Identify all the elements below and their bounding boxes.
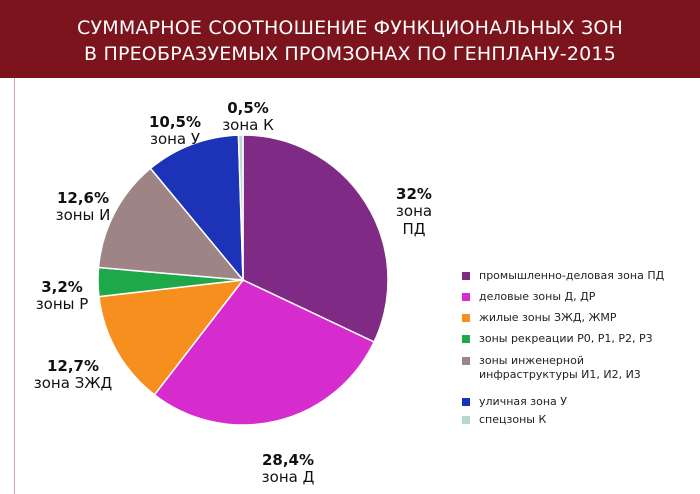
slice-label: 12,7% зона ЗЖД <box>28 357 118 393</box>
slice-name-label: зона К <box>222 116 274 135</box>
slice-name-label: зона ЗЖД <box>33 374 113 393</box>
slice-percent-label: 3,2% <box>41 278 83 296</box>
pie-slice <box>97 167 245 281</box>
chart-title-line-1: СУММАРНОЕ СООТНОШЕНИЕ ФУНКЦИОНАЛЬНЫХ ЗОН <box>76 17 624 39</box>
pie-slice <box>98 279 245 396</box>
legend-swatch <box>462 272 470 280</box>
legend-label: спецзоны К <box>479 413 547 426</box>
chart-title-line-2: В ПРЕОБРАЗУЕМЫХ ПРОМЗОНАХ ПО ГЕНПЛАНУ-20… <box>83 43 617 65</box>
pie-slice <box>242 134 389 343</box>
pie-slice <box>153 279 376 426</box>
legend-swatch <box>462 398 470 406</box>
left-divider <box>14 78 15 494</box>
legend-swatch <box>462 314 470 322</box>
slice-percent-label: 28,4% <box>261 451 315 469</box>
slice-percent-label: 0,5% <box>227 99 269 117</box>
slice-label: 28,4% зона Д <box>253 451 323 487</box>
slice-name-label: зона У <box>149 130 201 149</box>
slice-percent-label: 10,5% <box>148 113 202 131</box>
slice-percent-label: 32% <box>396 185 432 203</box>
slice-name-label: зоны И <box>55 206 111 225</box>
slice-label: 0,5% зона К <box>218 99 278 135</box>
legend-label-line: зоны инженерной <box>479 354 584 367</box>
title-banner <box>0 0 700 78</box>
slice-label: 3,2% зоны Р <box>32 278 92 314</box>
slice-name-label: зона Д <box>261 468 315 487</box>
slice-percent-label: 12,6% <box>56 189 110 207</box>
legend-swatch <box>462 335 470 343</box>
slice-percent-label: 12,7% <box>46 357 100 375</box>
legend-label: уличная зона У <box>479 395 567 408</box>
slice-label: 12,6% зоны И <box>48 189 118 225</box>
legend-swatch <box>462 293 470 301</box>
slice-label: 10,5% зона У <box>140 113 210 149</box>
slice-label: 32% зона ПД <box>384 185 444 238</box>
legend-label: зоны инженерной инфраструктуры И1, И2, И3 <box>479 354 641 383</box>
legend-label: жилые зоны ЗЖД, ЖМР <box>479 311 617 324</box>
pie-slice <box>237 134 244 281</box>
pie-slice <box>149 134 244 283</box>
slice-name-label: зона ПД <box>395 202 433 238</box>
legend-label: зоны рекреации Р0, Р1, Р2, Р3 <box>479 332 653 345</box>
legend-label: промышленно-деловая зона ПД <box>479 269 665 282</box>
slice-name-label: зоны Р <box>35 295 89 314</box>
legend-label: деловые зоны Д, ДР <box>479 290 596 303</box>
legend-swatch <box>462 416 470 424</box>
legend-swatch <box>462 357 470 365</box>
legend-label-line: инфраструктуры И1, И2, И3 <box>479 368 641 382</box>
